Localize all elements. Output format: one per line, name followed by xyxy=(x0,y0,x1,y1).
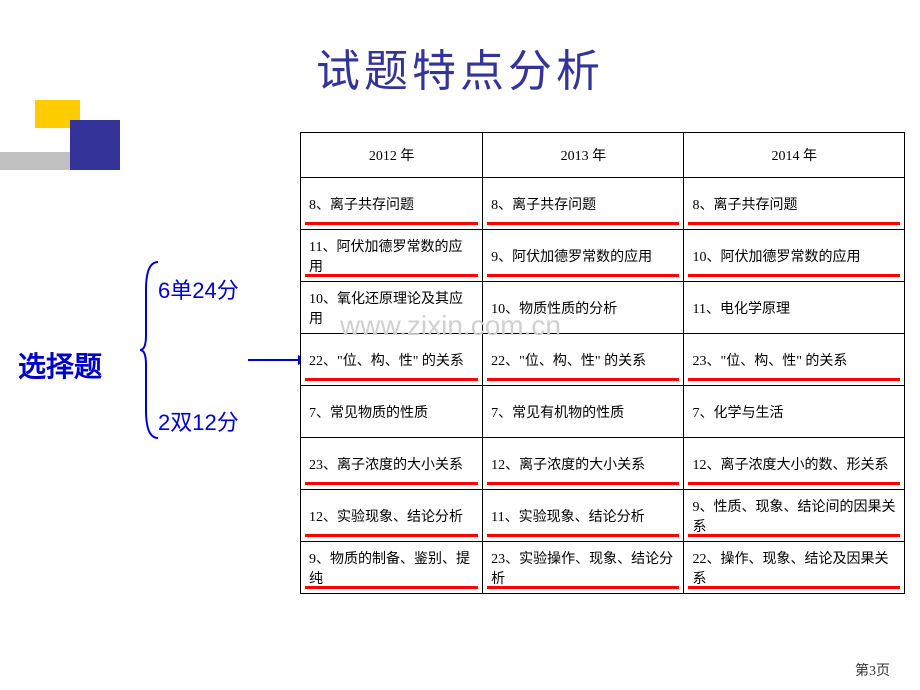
header-cell: 2013 年 xyxy=(483,133,684,178)
table-cell: 10、氧化还原理论及其应用 xyxy=(301,282,483,334)
table-cell: 12、离子浓度大小的数、形关系 xyxy=(684,438,905,490)
table-cell: 9、性质、现象、结论间的因果关系 xyxy=(684,490,905,542)
sublabel-single: 6单24分 xyxy=(158,273,239,305)
table-cell: 11、实验现象、结论分析 xyxy=(483,490,684,542)
table-cell: 12、实验现象、结论分析 xyxy=(301,490,483,542)
table-cell: 23、实验操作、现象、结论分析 xyxy=(483,542,684,594)
table-cell: 23、离子浓度的大小关系 xyxy=(301,438,483,490)
left-panel: 选择题 6单24分 2双12分 xyxy=(18,255,288,415)
sublabel-double: 2双12分 xyxy=(158,405,239,437)
table-cell: 8、离子共存问题 xyxy=(483,178,684,230)
table-row: 9、物质的制备、鉴别、提纯23、实验操作、现象、结论分析22、操作、现象、结论及… xyxy=(301,542,905,594)
table-cell: 7、常见物质的性质 xyxy=(301,386,483,438)
table-row: 22、"位、构、性" 的关系22、"位、构、性" 的关系23、"位、构、性" 的… xyxy=(301,334,905,386)
table-cell: 7、常见有机物的性质 xyxy=(483,386,684,438)
table-row: 8、离子共存问题8、离子共存问题8、离子共存问题 xyxy=(301,178,905,230)
table-row: 23、离子浓度的大小关系12、离子浓度的大小关系12、离子浓度大小的数、形关系 xyxy=(301,438,905,490)
arrow-right-icon xyxy=(248,350,308,370)
table-cell: 22、"位、构、性" 的关系 xyxy=(483,334,684,386)
table-cell: 22、"位、构、性" 的关系 xyxy=(301,334,483,386)
table-cell: 8、离子共存问题 xyxy=(684,178,905,230)
table-cell: 11、电化学原理 xyxy=(684,282,905,334)
table-cell: 11、阿伏加德罗常数的应用 xyxy=(301,230,483,282)
header-cell: 2014 年 xyxy=(684,133,905,178)
table-row: 7、常见物质的性质7、常见有机物的性质7、化学与生活 xyxy=(301,386,905,438)
header-cell: 2012 年 xyxy=(301,133,483,178)
table-cell: 12、离子浓度的大小关系 xyxy=(483,438,684,490)
table-cell: 22、操作、现象、结论及因果关系 xyxy=(684,542,905,594)
table-cell: 9、阿伏加德罗常数的应用 xyxy=(483,230,684,282)
table-header-row: 2012 年 2013 年 2014 年 xyxy=(301,133,905,178)
data-table: 2012 年 2013 年 2014 年 8、离子共存问题8、离子共存问题8、离… xyxy=(300,132,905,594)
corner-decoration xyxy=(0,100,120,200)
page-number: 第3页 xyxy=(855,660,890,680)
table-row: 12、实验现象、结论分析11、实验现象、结论分析9、性质、现象、结论间的因果关系 xyxy=(301,490,905,542)
selection-label: 选择题 xyxy=(18,345,102,385)
table-row: 10、氧化还原理论及其应用10、物质性质的分析11、电化学原理 xyxy=(301,282,905,334)
data-table-wrap: 2012 年 2013 年 2014 年 8、离子共存问题8、离子共存问题8、离… xyxy=(300,132,905,594)
table-cell: 7、化学与生活 xyxy=(684,386,905,438)
table-cell: 9、物质的制备、鉴别、提纯 xyxy=(301,542,483,594)
table-cell: 10、物质性质的分析 xyxy=(483,282,684,334)
table-cell: 23、"位、构、性" 的关系 xyxy=(684,334,905,386)
table-cell: 8、离子共存问题 xyxy=(301,178,483,230)
table-row: 11、阿伏加德罗常数的应用9、阿伏加德罗常数的应用10、阿伏加德罗常数的应用 xyxy=(301,230,905,282)
table-cell: 10、阿伏加德罗常数的应用 xyxy=(684,230,905,282)
curly-bracket xyxy=(140,260,160,440)
blue-square xyxy=(70,120,120,170)
page-title: 试题特点分析 xyxy=(316,35,604,99)
